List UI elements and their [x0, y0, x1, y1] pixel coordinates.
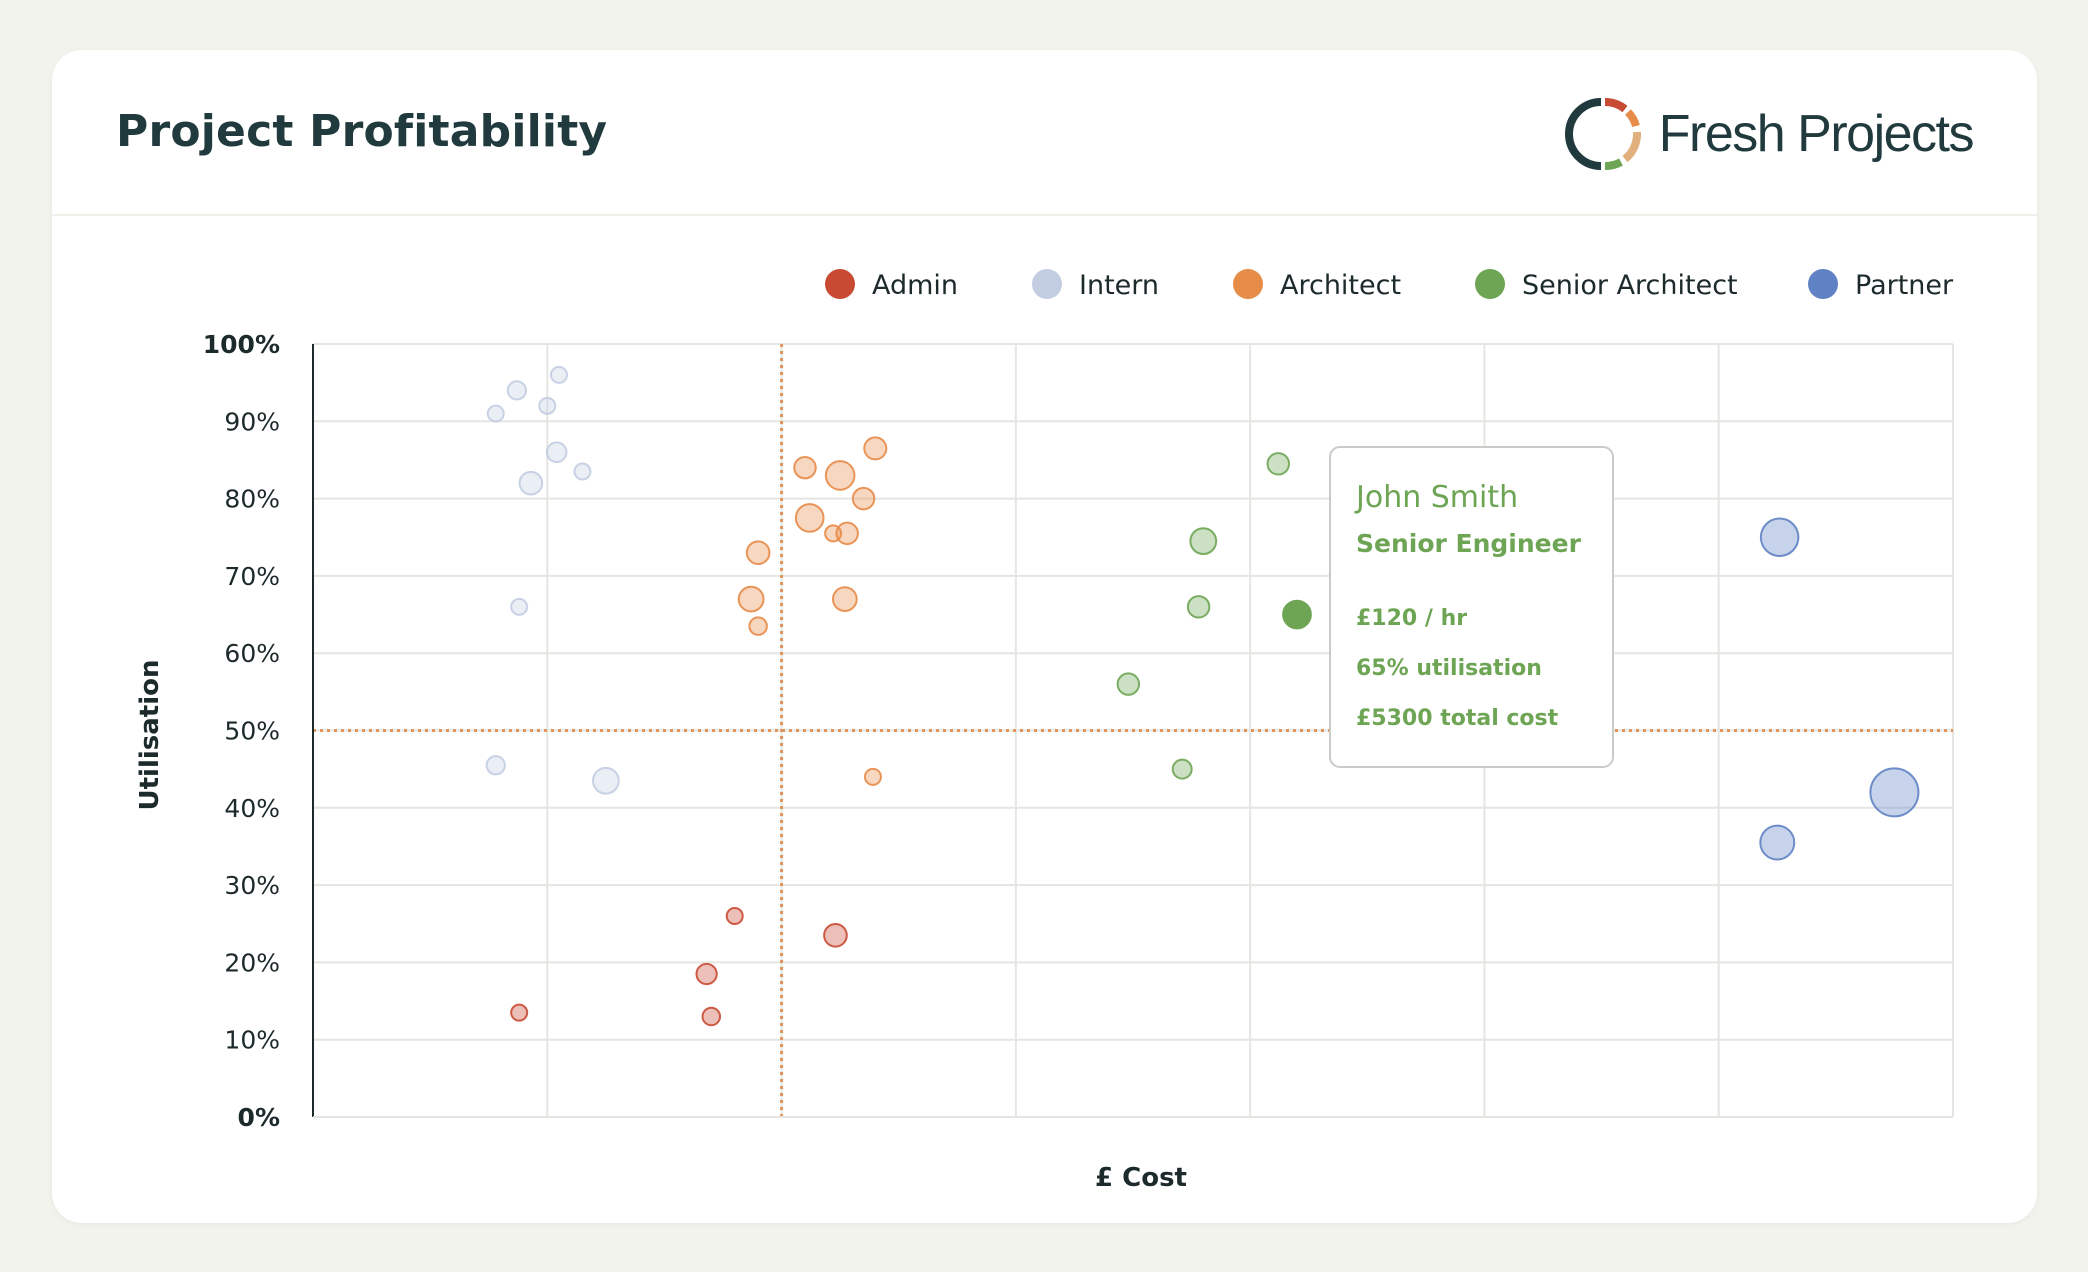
data-point[interactable] [863, 767, 882, 786]
data-point[interactable] [701, 1006, 722, 1027]
series-intern [485, 365, 620, 795]
legend-item-intern[interactable]: Intern [1032, 269, 1159, 301]
data-point[interactable] [748, 616, 768, 636]
y-tick-label: 30% [224, 871, 280, 900]
tooltip-name: John Smith [1354, 480, 1518, 515]
tooltip-total-cost: £5300 total cost [1356, 706, 1559, 731]
fresh-projects-logo-icon [1564, 97, 1641, 170]
data-point[interactable] [506, 380, 527, 401]
data-point[interactable] [1189, 527, 1218, 556]
legend-swatch [1808, 269, 1838, 299]
data-point[interactable] [725, 907, 744, 926]
data-point[interactable] [737, 585, 765, 613]
y-tick-label: 60% [224, 639, 280, 668]
data-points [485, 365, 1920, 1027]
legend-item-architect[interactable]: Architect [1233, 269, 1401, 301]
legend-item-partner[interactable]: Partner [1808, 269, 1954, 301]
card-header: Project Profitability Fresh Projects [52, 50, 2037, 216]
legend-label: Architect [1280, 270, 1401, 301]
data-point[interactable] [518, 470, 544, 496]
legend-label: Senior Architect [1522, 270, 1738, 301]
legend-swatch [825, 269, 855, 299]
data-point[interactable] [793, 455, 817, 480]
data-point[interactable] [1186, 595, 1211, 619]
y-tick-label: 100% [203, 330, 280, 359]
reference-lines [313, 344, 1953, 1117]
tooltip: John Smith Senior Engineer £120 / hr 65%… [1329, 446, 1614, 768]
y-tick-label: 90% [224, 407, 280, 436]
y-tick-label: 40% [224, 794, 280, 823]
data-point[interactable] [824, 460, 856, 491]
legend-label: Partner [1855, 270, 1954, 301]
series-architect [737, 436, 888, 786]
data-point[interactable] [835, 521, 859, 546]
data-point[interactable] [486, 404, 505, 423]
axes [312, 344, 1953, 1118]
data-point[interactable] [510, 597, 529, 616]
y-tick-label: 0% [238, 1103, 280, 1132]
y-tick-labels: 0% 10% 20% 30% 40% 50% 60% 70% 80% 90% 100% [203, 330, 280, 1132]
data-point[interactable] [1266, 452, 1290, 476]
series-admin [510, 907, 848, 1027]
data-point[interactable] [1116, 672, 1141, 696]
tooltip-role: Senior Engineer [1356, 529, 1582, 558]
data-point[interactable] [745, 540, 771, 566]
data-point[interactable] [851, 486, 876, 511]
data-point[interactable] [485, 755, 506, 776]
legend-item-admin[interactable]: Admin [825, 269, 958, 301]
y-axis-label: Utilisation [135, 659, 165, 810]
data-point[interactable] [823, 923, 848, 948]
data-point[interactable] [545, 441, 568, 464]
legend-swatch [1032, 269, 1062, 299]
brand-logo[interactable]: Fresh Projects [1564, 92, 1975, 176]
data-point[interactable] [1171, 758, 1193, 780]
y-tick-label: 80% [224, 485, 280, 514]
data-point[interactable] [863, 436, 888, 461]
data-point[interactable] [794, 503, 825, 533]
data-point[interactable] [573, 462, 592, 481]
tooltip-utilisation: 65% utilisation [1356, 656, 1542, 681]
y-tick-label: 20% [224, 948, 280, 977]
legend-label: Admin [872, 270, 958, 301]
series-senior-architect [1116, 452, 1312, 780]
data-point[interactable] [550, 365, 568, 384]
legend-swatch [1233, 269, 1263, 299]
data-point[interactable] [831, 586, 858, 612]
series-partner [1759, 517, 1920, 861]
data-point[interactable] [1759, 517, 1800, 558]
highlighted-point[interactable] [1282, 599, 1312, 630]
tooltip-box [1329, 446, 1614, 768]
brand-name: Fresh Projects [1658, 105, 1975, 163]
legend: Admin Intern Architect Senior Architect Part… [825, 269, 1954, 301]
legend-swatch [1475, 269, 1505, 299]
data-point[interactable] [591, 766, 620, 795]
x-axis-label: £ Cost [1095, 1163, 1187, 1193]
tooltip-rate: £120 / hr [1356, 606, 1467, 631]
y-tick-label: 70% [224, 562, 280, 591]
data-point[interactable] [695, 962, 718, 986]
data-point[interactable] [1759, 824, 1796, 861]
y-tick-label: 50% [224, 717, 280, 746]
y-tick-label: 10% [224, 1026, 280, 1055]
legend-label: Intern [1079, 270, 1159, 301]
data-point[interactable] [510, 1003, 529, 1022]
page-title: Project Profitability [116, 106, 608, 157]
legend-item-senior-architect[interactable]: Senior Architect [1475, 269, 1738, 301]
chart-card: Project Profitability Fresh Projects [52, 50, 2037, 1223]
data-point[interactable] [1869, 767, 1920, 818]
data-point[interactable] [538, 396, 557, 415]
